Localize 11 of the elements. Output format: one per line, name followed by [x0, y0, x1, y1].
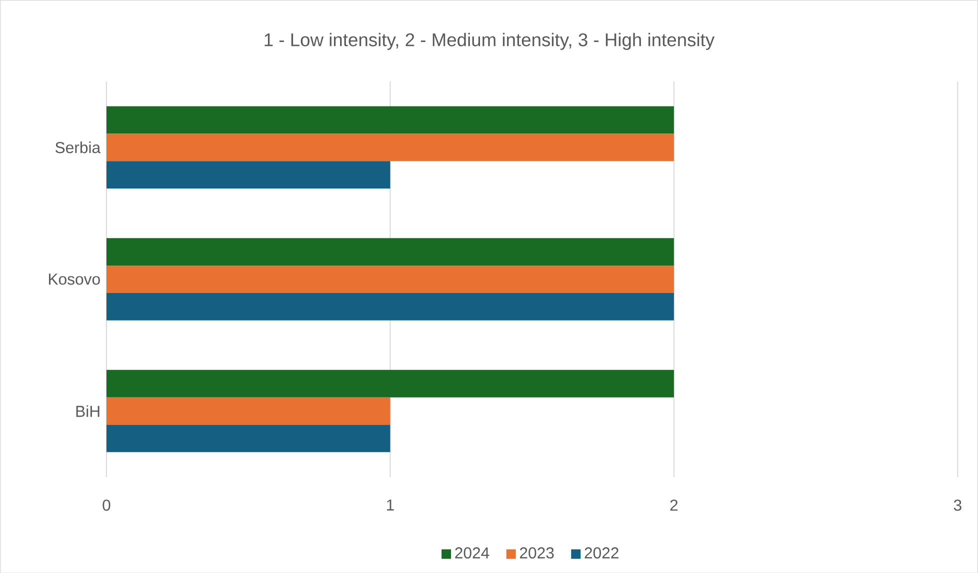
- x-tick-label: 0: [102, 499, 110, 511]
- x-tick-label: 3: [954, 499, 962, 511]
- x-tick-label: 1: [387, 499, 394, 510]
- legend-label: 2024: [455, 547, 490, 558]
- y-tick-label: Serbia: [55, 141, 101, 153]
- y-tick-label: Kosovo: [49, 273, 100, 285]
- legend-label: 2023: [520, 547, 554, 558]
- y-tick-label: BiH: [76, 405, 100, 417]
- x-tick-label: 2: [670, 499, 678, 510]
- legend-label: 2022: [584, 547, 618, 558]
- chart-title: 1 - Low intensity, 2 - Medium intensity, 3 - High intensity: [264, 32, 715, 50]
